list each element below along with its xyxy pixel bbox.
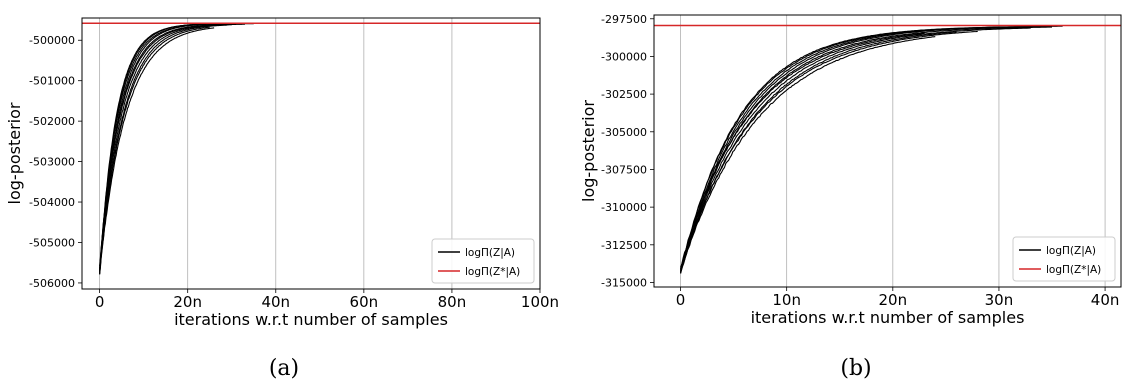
series-logpi-z-given-a [679, 25, 1063, 274]
legend-label-logpi-zstar-given-a: logΠ(Z*|A) [465, 266, 520, 278]
trace-line [99, 23, 245, 274]
x-tick-label: 0 [95, 293, 105, 311]
plot-frame [81, 17, 541, 290]
y-axis-label: log-posterior [5, 102, 24, 204]
trace-line [99, 23, 223, 273]
y-tick-label: -302500 [601, 88, 647, 101]
trace-line [680, 26, 999, 273]
legend: logΠ(Z|A) logΠ(Z*|A) [431, 238, 535, 284]
legend-label-logpi-zstar-given-a: logΠ(Z*|A) [1046, 264, 1101, 276]
x-tick-label: 20n [879, 291, 908, 309]
trace-line [679, 25, 1042, 273]
trace-line [99, 23, 219, 272]
x-axis-ticks: 0 20n 40n 60n 80n 100n [95, 289, 559, 311]
y-tick-label: -312500 [601, 239, 647, 252]
trace-line [99, 23, 237, 267]
y-axis-label: log-posterior [579, 100, 598, 202]
y-tick-label: -502000 [29, 115, 75, 128]
x-tick-label: 30n [985, 291, 1014, 309]
y-tick-label: -307500 [601, 163, 647, 176]
y-tick-label: -310000 [601, 201, 647, 214]
y-tick-label: -501000 [29, 75, 75, 88]
y-tick-label: -504000 [29, 196, 75, 209]
x-tick-label: 0 [676, 291, 686, 309]
panel-b: 0 10n 20n 30n 40n -315000 -312500 -310000 -3075… [579, 13, 1122, 381]
x-tick-label: 10n [772, 291, 801, 309]
x-tick-label: 80n [438, 293, 467, 311]
x-tick-label: 40n [1091, 291, 1120, 309]
trace-line [99, 24, 228, 275]
plot-frame [653, 14, 1122, 288]
x-axis-ticks: 0 10n 20n 30n 40n [676, 287, 1120, 309]
x-axis-label: iterations w.r.t number of samples [174, 310, 448, 329]
legend-box [431, 238, 535, 284]
trace-line [679, 31, 957, 274]
trace-line [99, 24, 232, 271]
y-tick-label: -505000 [29, 236, 75, 249]
panel-caption: (b) [840, 356, 871, 381]
y-tick-label: -500000 [29, 34, 75, 47]
y-tick-label: -503000 [29, 156, 75, 169]
trace-line [679, 27, 1031, 271]
y-tick-label: -305000 [601, 126, 647, 139]
legend: logΠ(Z|A) logΠ(Z*|A) [1012, 236, 1116, 282]
legend-label-logpi-z-given-a: logΠ(Z|A) [1046, 245, 1096, 257]
trace-line [99, 27, 215, 272]
panel-caption: (a) [269, 356, 299, 381]
y-tick-label: -297500 [601, 13, 647, 26]
x-tick-label: 40n [261, 293, 290, 311]
trace-line [99, 22, 263, 275]
panel-a: 0 20n 40n 60n 80n 100n -506000-505000-504000-… [5, 17, 559, 381]
trace-line [680, 25, 1063, 274]
y-tick-label: -506000 [29, 277, 75, 290]
y-tick-label: -300000 [601, 50, 647, 63]
y-axis-ticks: -315000 -312500 -310000 -307500 -305000 -3025… [601, 13, 654, 289]
trace-line [680, 35, 936, 272]
x-tick-label: 100n [521, 293, 559, 311]
x-tick-label: 60n [350, 293, 379, 311]
x-tick-label: 20n [173, 293, 202, 311]
trace-line [679, 26, 1053, 273]
trace-line [680, 32, 925, 268]
y-tick-label: -315000 [601, 276, 647, 289]
series-logpi-z-given-a [99, 22, 263, 275]
trace-line [679, 26, 1021, 270]
legend-box [1012, 236, 1116, 282]
y-axis-ticks: -506000 -505000 -504000 -503000 -502000 -5010… [29, 34, 82, 290]
trace-line [99, 23, 254, 270]
x-axis-label: iterations w.r.t number of samples [751, 308, 1025, 327]
legend-label-logpi-z-given-a: logΠ(Z|A) [465, 247, 515, 259]
